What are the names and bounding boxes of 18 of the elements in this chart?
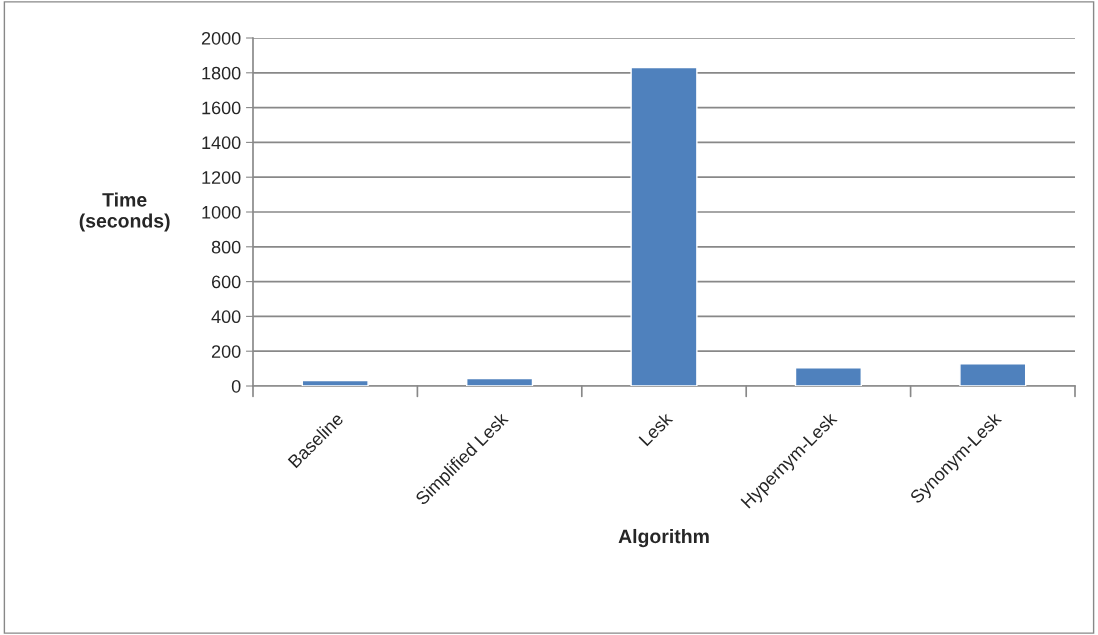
y-tick-label: 800: [211, 240, 241, 254]
y-tick-label: 600: [211, 275, 241, 289]
y-tick-label: 200: [211, 345, 241, 358]
bar: [794, 367, 862, 386]
bar: [301, 379, 369, 386]
y-axis-title: Time (seconds): [79, 192, 170, 232]
bar: [630, 66, 698, 386]
y-tick-label: 2000: [201, 31, 241, 45]
y-tick-label: 1400: [202, 136, 241, 150]
y-tick-label: 1200: [202, 171, 241, 184]
bar: [466, 377, 534, 386]
y-tick-label: 0: [231, 379, 241, 393]
bar: [959, 363, 1027, 386]
y-tick-label: 1800: [202, 66, 241, 80]
y-tick-label: 1600: [202, 101, 241, 115]
x-axis-title: Algorithm: [618, 528, 709, 548]
y-tick-label: 400: [211, 310, 241, 324]
y-tick-label: 1000: [202, 205, 241, 219]
